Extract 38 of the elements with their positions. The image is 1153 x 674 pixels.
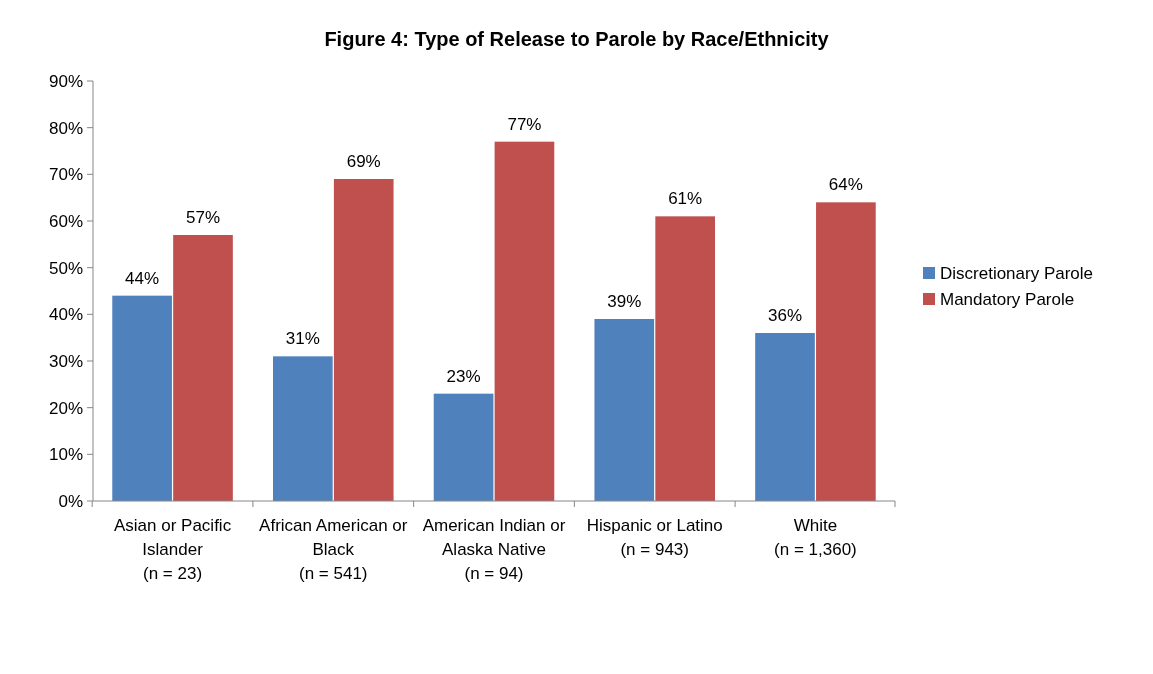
chart-title: Figure 4: Type of Release to Parole by Race/Ethnicity xyxy=(324,28,830,50)
y-tick-label: 0% xyxy=(58,491,83,511)
y-tick-label: 80% xyxy=(48,118,83,138)
y-tick-label: 60% xyxy=(48,211,83,231)
y-tick-label: 70% xyxy=(48,165,83,185)
data-label: 64% xyxy=(828,175,863,195)
bar xyxy=(755,333,815,501)
y-tick-label: 30% xyxy=(48,351,83,371)
data-label: 69% xyxy=(346,152,381,171)
y-tick-label: 20% xyxy=(48,398,83,418)
bar xyxy=(433,393,494,501)
y-tick-label: 90% xyxy=(48,71,83,91)
y-tick-label: 40% xyxy=(48,305,83,325)
data-label: 44% xyxy=(125,268,160,288)
data-label: 23% xyxy=(446,366,481,386)
x-tick-label: Hispanic or Latino (n = 943) xyxy=(586,516,723,559)
data-label: 31% xyxy=(285,329,320,349)
data-label: 36% xyxy=(767,306,803,325)
bar xyxy=(173,235,233,501)
bar xyxy=(112,295,172,501)
x-tick-label: African American or Black (n = 541) xyxy=(259,516,408,583)
bar xyxy=(594,319,655,501)
legend-label: Mandatory Parole xyxy=(940,289,1075,309)
x-tick-label: White (n = 1,360) xyxy=(774,516,857,559)
data-label: 77% xyxy=(507,114,542,134)
data-label: 57% xyxy=(185,208,221,227)
y-tick-label: 50% xyxy=(48,258,83,278)
bar xyxy=(333,179,394,501)
x-tick-label: Asian or Pacific Islander (n = 23) xyxy=(113,516,232,583)
bar xyxy=(655,216,715,501)
bar xyxy=(273,356,333,501)
bar xyxy=(816,202,876,501)
data-label: 61% xyxy=(668,189,703,209)
data-label: 39% xyxy=(607,292,642,311)
x-tick-label: American Indian or Alaska Native (n = 94) xyxy=(422,516,566,583)
legend-label: Discretionary Parole xyxy=(940,263,1094,283)
bar xyxy=(494,141,555,501)
y-tick-label: 10% xyxy=(48,445,83,465)
